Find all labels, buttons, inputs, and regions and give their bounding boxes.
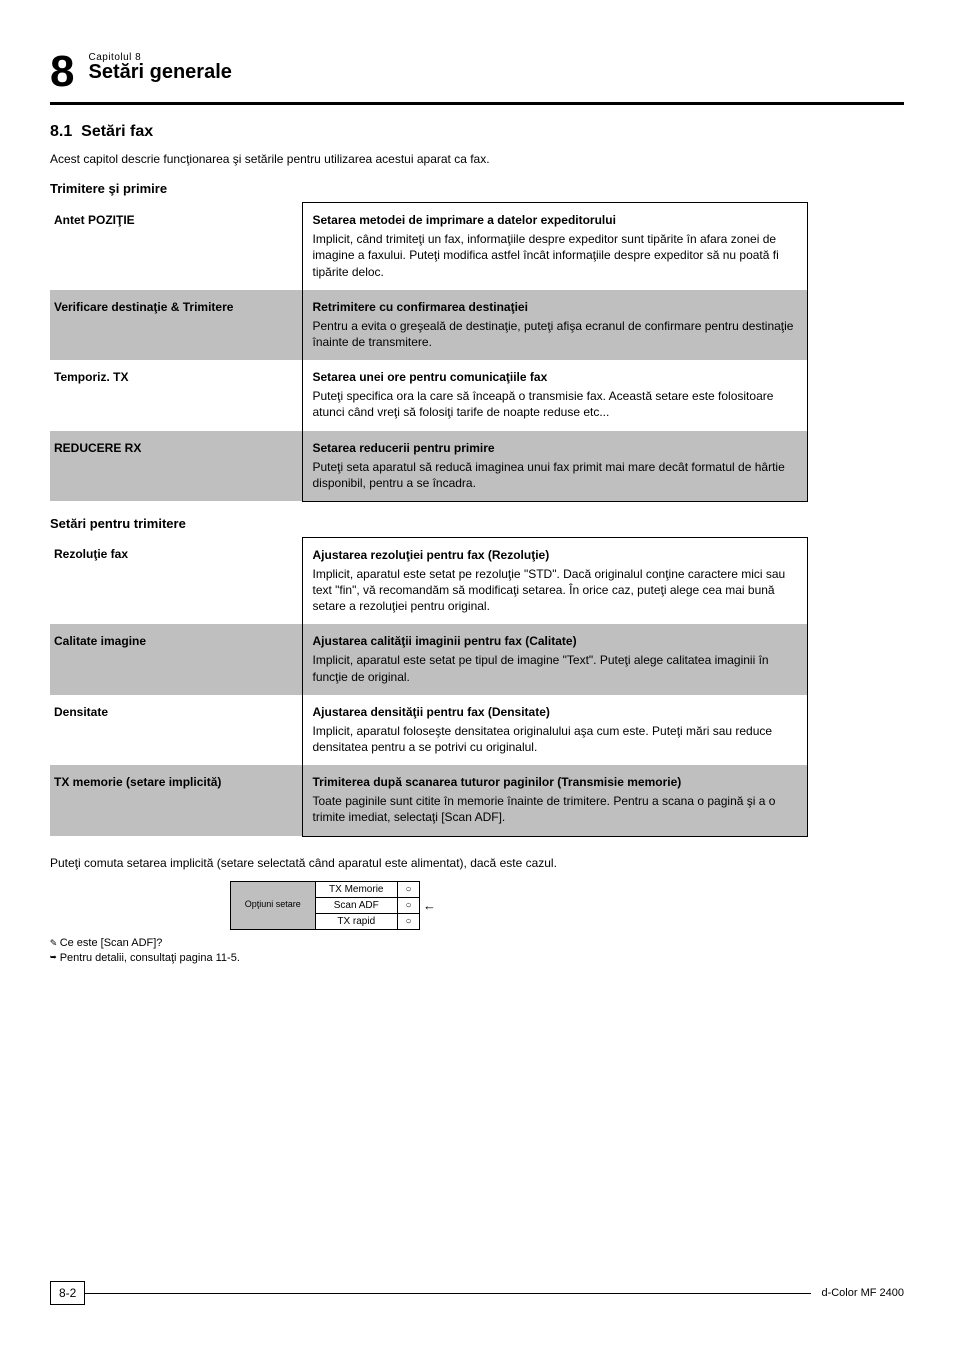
row-description: Setarea metodei de imprimare a datelor e…	[302, 203, 808, 290]
row-label: TX memorie (setare implicită)	[50, 765, 302, 836]
table-row: Verificare destinaţie & TrimitereRetrimi…	[50, 290, 808, 360]
table-row: REDUCERE RXSetarea reducerii pentru prim…	[50, 431, 808, 502]
section-intro: Acest capitol descrie funcţionarea şi se…	[50, 151, 810, 167]
note-line: ✎ Ce este [Scan ADF]?	[50, 936, 904, 949]
row-label: Calitate imagine	[50, 624, 302, 694]
table-b: Rezoluţie faxAjustarea rezoluţiei pentru…	[50, 537, 808, 837]
chapter-title: Setări generale	[88, 61, 231, 84]
arrow-left-icon: ←	[423, 898, 436, 913]
table-a: Antet POZIŢIESetarea metodei de imprimar…	[50, 202, 808, 502]
footer-rule	[85, 1293, 811, 1294]
row-description: Setarea reducerii pentru primirePuteţi s…	[302, 431, 808, 502]
table-row: Temporiz. TXSetarea unei ore pentru comu…	[50, 360, 808, 430]
page-number: 8-2	[50, 1281, 85, 1305]
row-description: Ajustarea densităţii pentru fax (Densita…	[302, 695, 808, 765]
reference-line: ➥ Pentru detalii, consultaţi pagina 11-5…	[50, 951, 904, 964]
row-label: Temporiz. TX	[50, 360, 302, 430]
row-description: Setarea unei ore pentru comunicaţiile fa…	[302, 360, 808, 430]
row-description: Retrimitere cu confirmarea destinaţieiPe…	[302, 290, 808, 360]
chapter-header: 8 Capitolul 8 Setări generale	[50, 50, 904, 94]
row-label: Rezoluţie fax	[50, 537, 302, 624]
table-row: DensitateAjustarea densităţii pentru fax…	[50, 695, 808, 765]
option-row: Opţiuni setareTX Memorie○	[231, 881, 420, 897]
option-table: Opţiuni setareTX Memorie○Scan ADF○TX rap…	[230, 881, 420, 930]
table-row: Rezoluţie faxAjustarea rezoluţiei pentru…	[50, 537, 808, 624]
row-label: REDUCERE RX	[50, 431, 302, 502]
table-row: Calitate imagineAjustarea calităţii imag…	[50, 624, 808, 694]
option-side-head: Opţiuni setare	[231, 881, 316, 929]
option-table-wrap: Opţiuni setareTX Memorie○Scan ADF○TX rap…	[230, 881, 420, 930]
page: 8 Capitolul 8 Setări generale 8.1 Setări…	[50, 50, 904, 964]
table-b-caption: Setări pentru trimitere	[50, 516, 904, 531]
row-description: Trimiterea după scanarea tuturor paginil…	[302, 765, 808, 836]
table-row: TX memorie (setare implicită)Trimiterea …	[50, 765, 808, 836]
page-footer: 8-2 d-Color MF 2400	[50, 1281, 904, 1305]
header-rule	[50, 102, 904, 105]
option-heading: Puteţi comuta setarea implicită (setare …	[50, 855, 810, 871]
footer-text: d-Color MF 2400	[821, 1287, 904, 1299]
section-title: 8.1 Setări fax	[50, 123, 904, 141]
table-a-caption: Trimitere şi primire	[50, 181, 904, 196]
table-row: Antet POZIŢIESetarea metodei de imprimar…	[50, 203, 808, 290]
row-label: Verificare destinaţie & Trimitere	[50, 290, 302, 360]
row-description: Ajustarea rezoluţiei pentru fax (Rezoluţ…	[302, 537, 808, 624]
row-description: Ajustarea calităţii imaginii pentru fax …	[302, 624, 808, 694]
row-label: Densitate	[50, 695, 302, 765]
row-label: Antet POZIŢIE	[50, 203, 302, 290]
chapter-number: 8	[50, 50, 74, 94]
